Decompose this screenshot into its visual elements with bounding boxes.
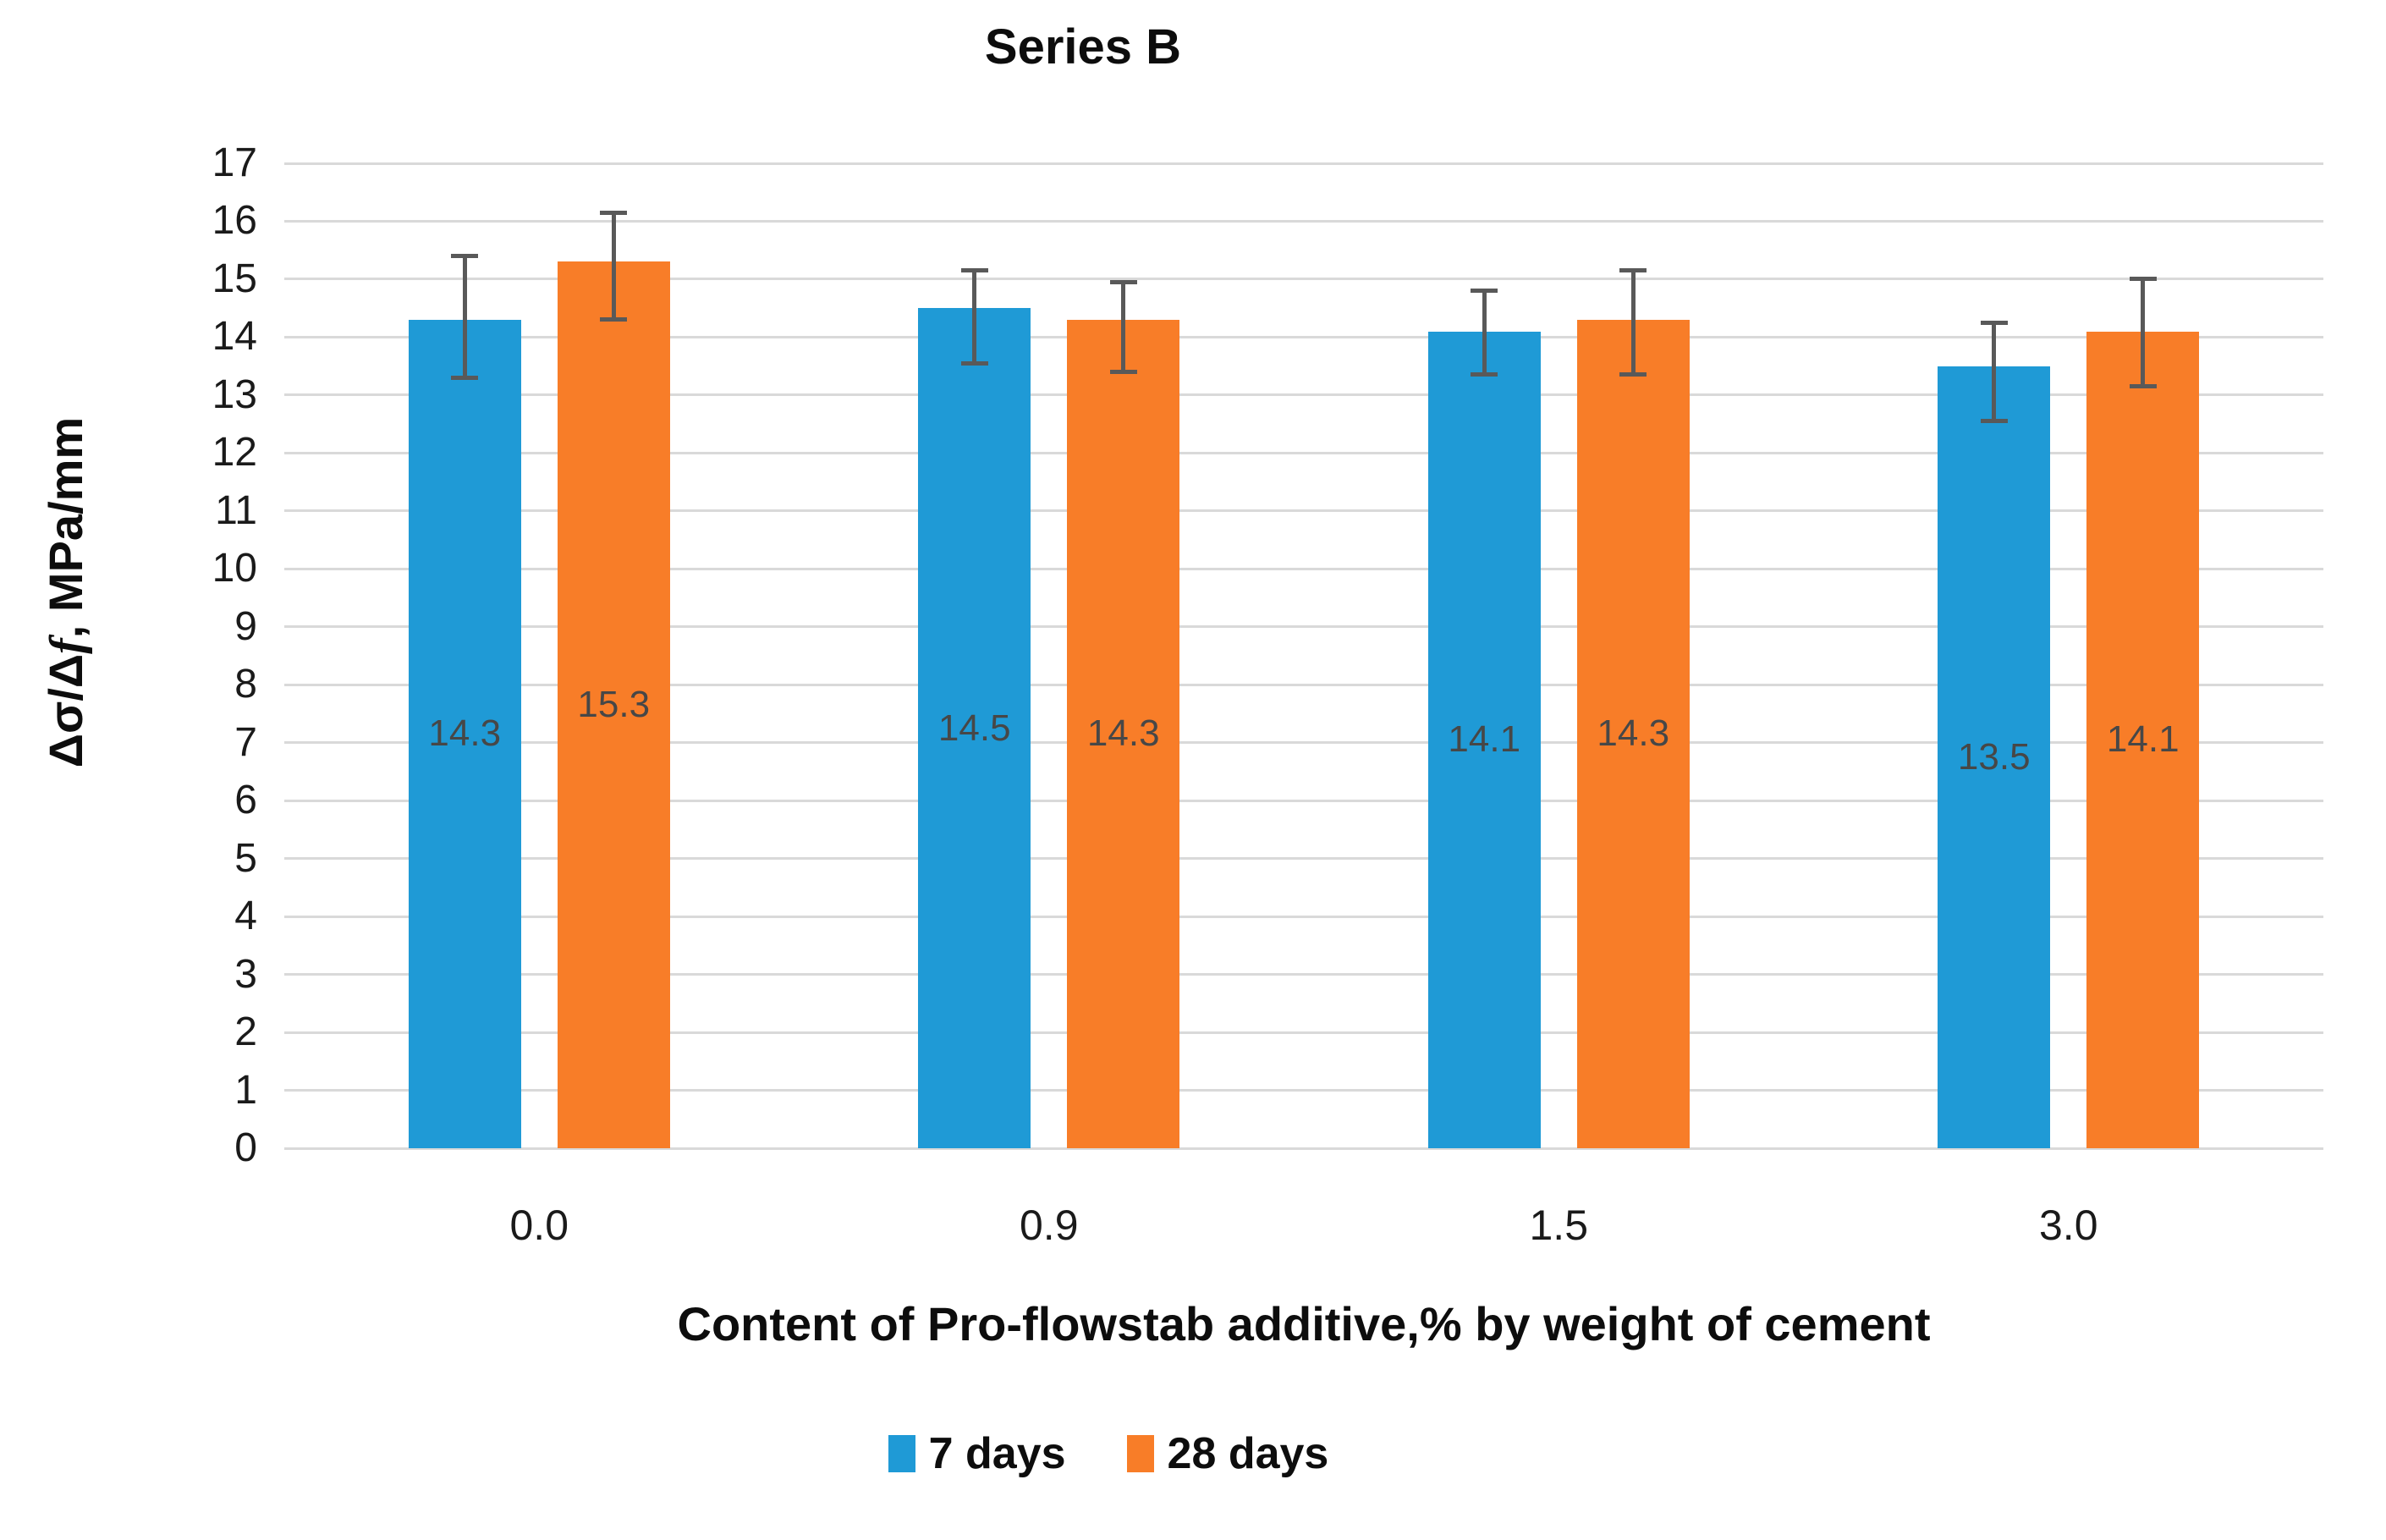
y-tick-label: 0 — [234, 1125, 257, 1170]
bar-28-days-1.5 — [1576, 319, 1690, 1148]
gridline — [284, 567, 2323, 570]
error-bar-cap — [1471, 289, 1498, 294]
y-tick-label: 14 — [212, 314, 257, 360]
error-bar-cap — [1980, 320, 2008, 325]
bar-value-label: 14.1 — [2106, 718, 2180, 761]
bar-7-days-0.9 — [918, 308, 1031, 1148]
gridline — [284, 683, 2323, 686]
y-tick-label: 16 — [212, 198, 257, 244]
gridline — [284, 393, 2323, 397]
y-tick-label: 10 — [212, 546, 257, 591]
y-tick-label: 9 — [234, 603, 257, 649]
error-bar-cap — [451, 375, 479, 380]
error-bar-cap — [960, 268, 988, 273]
error-bar-cap — [960, 360, 988, 366]
bar-value-label: 14.5 — [937, 707, 1011, 749]
y-axis-title-part2: , MPa/mm — [39, 416, 92, 639]
y-tick-label: 7 — [234, 719, 257, 765]
plot-area: 0 1 2 3 4 5 6 7 8 9 10 11 12 13 14 15 16 17 14.3 15.3 0.0 14.… — [212, 143, 2323, 1249]
y-tick-label: 15 — [212, 256, 257, 301]
y-tick-label: 8 — [234, 662, 257, 707]
gridline — [284, 335, 2323, 338]
error-bar — [1992, 322, 1997, 421]
legend-label: 28 days — [1167, 1429, 1329, 1478]
x-tick-label: 0.0 — [509, 1202, 569, 1249]
legend-swatch-icon — [888, 1435, 915, 1472]
gridline — [284, 278, 2323, 281]
bar-7-days-1.5 — [1427, 331, 1541, 1148]
gridline — [284, 915, 2323, 918]
bar-28-days-0.0 — [557, 261, 670, 1148]
error-bar-cap — [600, 317, 628, 322]
error-bar — [611, 212, 616, 320]
y-axis-title-italic-f: f — [41, 638, 93, 654]
error-bar — [972, 270, 977, 364]
y-tick-label: 13 — [212, 371, 257, 417]
gridline — [284, 857, 2323, 861]
error-bar-cap — [1619, 268, 1647, 273]
error-bar — [2141, 278, 2146, 387]
gridline — [284, 1147, 2323, 1150]
gridline — [284, 973, 2323, 976]
error-bar-cap — [2129, 277, 2157, 282]
gridline — [284, 741, 2323, 745]
gridline — [284, 1031, 2323, 1034]
y-tick-label: 12 — [212, 430, 257, 476]
legend-swatch-icon — [1126, 1435, 1154, 1472]
x-tick-label: 3.0 — [2038, 1202, 2098, 1249]
bar-value-label: 14.3 — [1597, 712, 1670, 755]
gridline — [284, 162, 2323, 165]
y-tick-label: 11 — [215, 487, 257, 533]
legend-item-28-days: 28 days — [1126, 1428, 1329, 1479]
y-tick-label: 6 — [234, 778, 257, 823]
gridline — [284, 451, 2323, 454]
bar-28-days-3.0 — [2086, 331, 2200, 1148]
bar-28-days-0.9 — [1067, 319, 1180, 1148]
error-bar — [462, 256, 467, 378]
y-axis-title-text: Δσ/Δf, MPa/mm — [38, 417, 94, 767]
error-bar-cap — [1109, 369, 1137, 374]
legend-item-7-days: 7 days — [888, 1428, 1066, 1479]
error-bar-cap — [1471, 372, 1498, 377]
bar-value-label: 15.3 — [577, 684, 651, 726]
y-tick-label: 3 — [234, 951, 257, 997]
y-tick-label: 4 — [234, 894, 257, 939]
error-bar-cap — [451, 254, 479, 259]
error-bar — [1630, 270, 1636, 375]
chart-title: Series B — [984, 19, 1182, 74]
y-axis-title-part1: Δσ/Δ — [39, 653, 92, 768]
bar-value-label: 14.3 — [1086, 712, 1160, 755]
gridline — [284, 219, 2323, 223]
bar-value-label: 14.1 — [1448, 718, 1521, 761]
error-bar — [1482, 290, 1487, 375]
bar-value-label: 13.5 — [1957, 735, 2031, 778]
x-tick-label: 1.5 — [1529, 1202, 1589, 1249]
bar-7-days-3.0 — [1938, 366, 2051, 1148]
error-bar-cap — [1619, 372, 1647, 377]
legend-label: 7 days — [928, 1429, 1066, 1478]
bar-7-days-0.0 — [408, 319, 521, 1148]
y-tick-label: 2 — [234, 1009, 257, 1055]
error-bar-cap — [2129, 384, 2157, 389]
gridline — [284, 1089, 2323, 1092]
legend: 7 days 28 days — [0, 1428, 2217, 1479]
y-tick-label: 1 — [234, 1067, 257, 1113]
x-tick-label: 0.9 — [1019, 1202, 1079, 1249]
error-bar — [1121, 282, 1126, 372]
error-bar-cap — [1109, 279, 1137, 284]
gridline — [284, 799, 2323, 802]
error-bar-cap — [600, 210, 628, 215]
bar-value-label: 14.3 — [428, 712, 502, 755]
y-tick-label: 17 — [212, 140, 257, 185]
y-tick-label: 5 — [234, 835, 257, 881]
gridline — [284, 509, 2323, 513]
gridline — [284, 625, 2323, 629]
error-bar-cap — [1980, 419, 2008, 424]
x-axis-title: Content of Pro-flowstab additive,% by we… — [677, 1297, 1931, 1350]
